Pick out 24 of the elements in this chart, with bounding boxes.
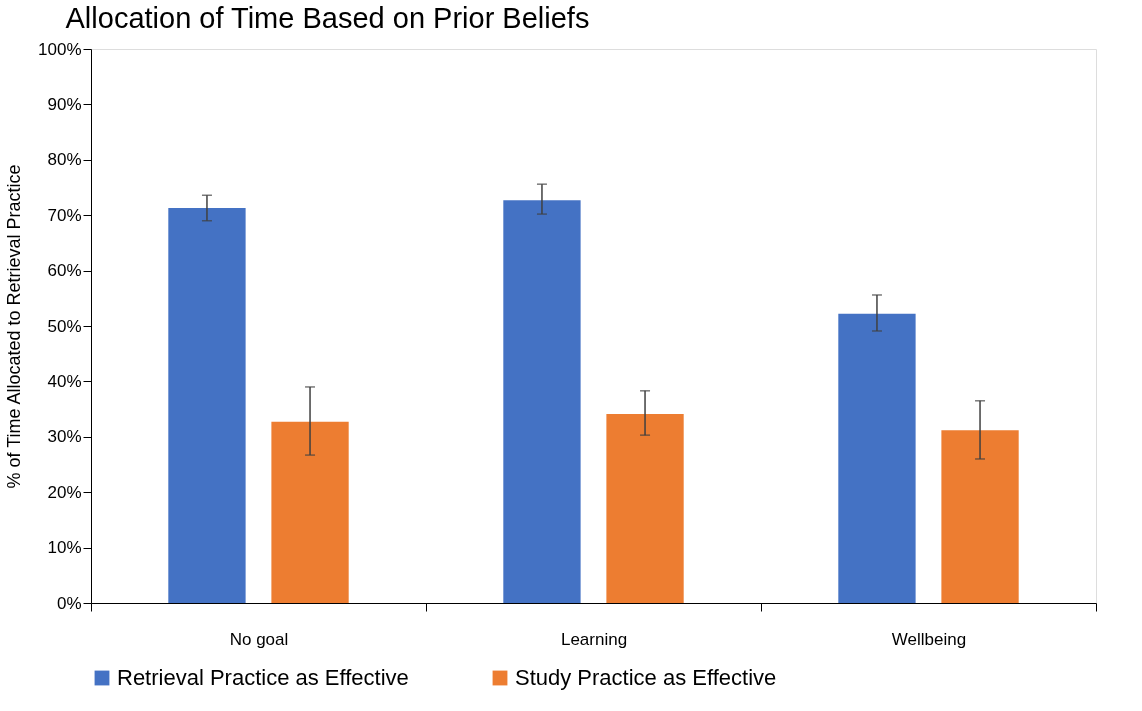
y-tick-label: 10%	[47, 538, 82, 558]
bar	[606, 414, 684, 603]
x-tick-label: Learning	[560, 629, 628, 649]
y-tick-label: 30%	[47, 427, 82, 447]
x-tick-label: Wellbeing	[891, 629, 967, 649]
y-tick-label: 80%	[47, 150, 82, 170]
y-tick-label: 50%	[47, 316, 82, 336]
y-tick-label: 60%	[47, 261, 82, 281]
y-tick-label: 40%	[47, 371, 82, 391]
y-tick-label: 90%	[47, 94, 82, 114]
bar	[503, 200, 581, 603]
y-tick-label: 70%	[47, 205, 82, 225]
y-tick-label: 0%	[56, 593, 82, 613]
legend-label: Study Practice as Effective	[515, 665, 777, 690]
bar	[168, 208, 246, 603]
bar	[941, 430, 1019, 603]
y-axis-title: % of Time Allocated to Retrieval Practice	[4, 164, 25, 489]
y-tick-label: 20%	[47, 482, 82, 502]
bar	[271, 421, 349, 603]
legend-label: Retrieval Practice as Effective	[117, 665, 409, 690]
bar	[838, 313, 916, 603]
x-tick-label: No goal	[229, 629, 289, 649]
chart-title: Allocation of Time Based on Prior Beliefs	[65, 2, 590, 34]
y-tick-label: 100%	[38, 39, 82, 59]
